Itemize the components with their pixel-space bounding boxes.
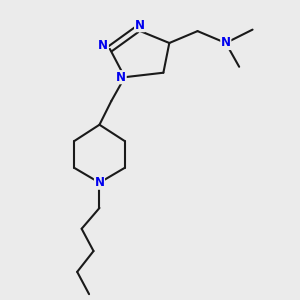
Text: N: N [116,71,126,84]
Text: N: N [98,39,108,52]
Text: N: N [94,176,104,189]
Text: N: N [221,37,231,50]
Text: N: N [135,19,145,32]
